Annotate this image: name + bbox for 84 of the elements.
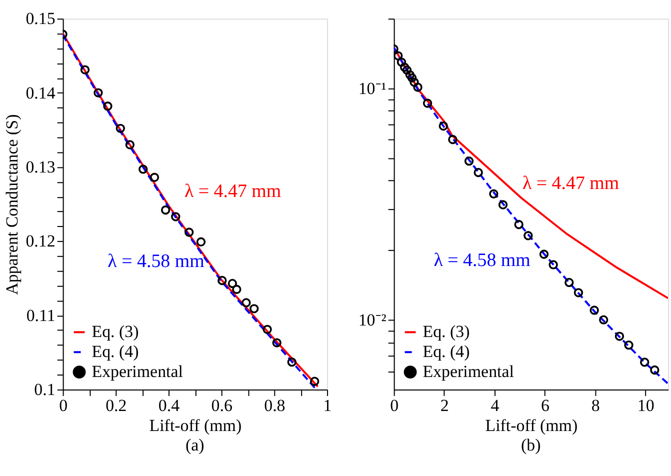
- annotation: λ = 4.58 mm: [108, 250, 205, 272]
- point: [624, 340, 634, 350]
- y-tick-label: 10⁻¹: [358, 78, 386, 98]
- y-tick-label: 10⁻²: [358, 310, 386, 330]
- point: [171, 212, 180, 222]
- line-series: [394, 46, 668, 300]
- point: [103, 102, 112, 111]
- point: [125, 140, 135, 150]
- point: [524, 231, 533, 240]
- annotation: λ = 4.47 mm: [184, 181, 282, 202]
- x-tick-label: 0.8: [264, 396, 286, 415]
- point: [498, 200, 508, 210]
- point: [548, 260, 558, 270]
- y-tick-label: 0.14: [26, 83, 56, 102]
- legend-label: Eq. (3): [92, 322, 139, 342]
- point: [196, 237, 206, 246]
- point: [242, 298, 251, 308]
- point: [310, 376, 320, 386]
- point: [218, 276, 227, 286]
- point: [539, 250, 549, 259]
- annotation: λ = 4.47 mm: [522, 173, 620, 194]
- point: [413, 82, 422, 92]
- point: [614, 332, 624, 341]
- point: [232, 284, 242, 294]
- point: [150, 172, 160, 182]
- legend-label: Experimental: [422, 362, 514, 382]
- point: [250, 304, 259, 314]
- legend-label: Eq. (3): [422, 322, 470, 342]
- point: [590, 306, 599, 315]
- point: [402, 65, 412, 75]
- legend-label: Eq. (4): [422, 342, 470, 362]
- point: [405, 70, 415, 80]
- point: [514, 220, 524, 230]
- y-tick-label: 0.15: [26, 9, 56, 28]
- text: (b): [521, 435, 541, 454]
- y-axis-title: Apparent Conductance (S): [2, 114, 22, 295]
- point: [464, 156, 474, 166]
- point: [489, 189, 498, 198]
- x-tick-label: 0.6: [211, 396, 232, 415]
- legend-label: Experimental: [92, 362, 184, 382]
- text: (a): [186, 435, 204, 454]
- point: [80, 65, 90, 74]
- x-tick-label: 0.2: [106, 396, 127, 415]
- x-tick-label: 2: [440, 396, 449, 415]
- point: [410, 78, 419, 87]
- point: [184, 228, 194, 237]
- point: [394, 51, 403, 60]
- x-tick-label: 0.4: [158, 396, 180, 415]
- point: [228, 278, 238, 288]
- point: [94, 88, 103, 98]
- x-tick-label: 4: [490, 396, 500, 415]
- y-tick-label: 0.11: [26, 306, 56, 325]
- point: [574, 288, 584, 298]
- point: [400, 62, 410, 72]
- point: [262, 324, 272, 334]
- x-tick-label: 10: [637, 396, 654, 415]
- point: [396, 58, 406, 67]
- point: [650, 365, 660, 375]
- point: [640, 358, 650, 367]
- point: [138, 164, 148, 174]
- point: [474, 168, 483, 178]
- x-tick-label: 8: [591, 396, 600, 415]
- point: [599, 315, 608, 324]
- y-tick-label: 0.13: [26, 157, 56, 176]
- point: [287, 357, 296, 367]
- x-axis-title: Lift-off (mm): [485, 416, 578, 435]
- point: [407, 73, 417, 82]
- point: [448, 134, 458, 144]
- line-series: [394, 46, 668, 385]
- y-tick-label: 0.1: [34, 380, 56, 399]
- point: [422, 98, 432, 108]
- x-tick-label: 0: [59, 396, 68, 415]
- y-tick-label: 0.12: [26, 232, 56, 251]
- x-tick-label: 6: [541, 396, 550, 415]
- annotation: λ = 4.58 mm: [434, 250, 531, 271]
- point: [438, 121, 448, 131]
- point: [272, 338, 282, 348]
- point: [564, 278, 574, 288]
- legend-label: Eq. (4): [92, 342, 139, 362]
- x-tick-label: 1: [323, 396, 332, 415]
- point: [116, 124, 126, 133]
- x-axis-title: Lift-off (mm): [149, 416, 242, 435]
- x-tick-label: 0: [390, 396, 399, 415]
- point: [160, 205, 170, 215]
